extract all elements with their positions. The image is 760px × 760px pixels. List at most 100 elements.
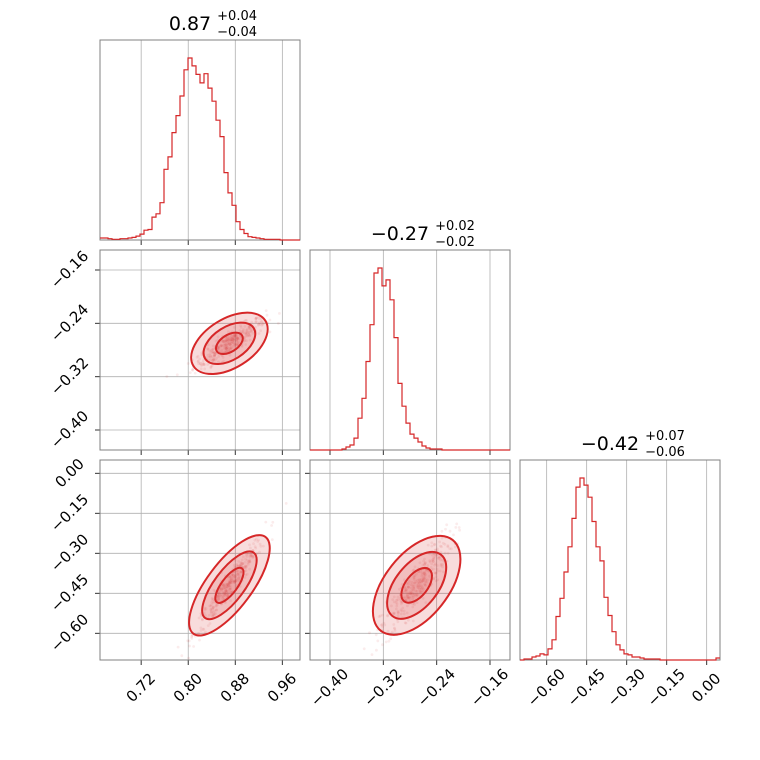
sample-point — [422, 577, 426, 580]
sample-point — [240, 345, 244, 348]
sample-point — [433, 571, 437, 574]
sample-point — [239, 570, 243, 574]
sample-point — [231, 344, 235, 348]
sample-point — [396, 609, 400, 613]
sample-point — [217, 360, 220, 364]
sample-point — [227, 581, 231, 584]
sample-point — [236, 572, 239, 576]
sample-point — [249, 554, 253, 558]
sample-point — [226, 583, 230, 587]
sample-point — [244, 331, 248, 335]
sample-point — [439, 558, 442, 562]
sample-point — [416, 578, 419, 582]
sample-point — [206, 353, 210, 357]
sample-point — [216, 598, 220, 601]
sample-point — [256, 540, 260, 543]
sample-point — [212, 354, 216, 357]
sample-point — [228, 347, 232, 350]
sample-point — [421, 585, 424, 589]
sample-point — [209, 610, 213, 614]
sample-point — [413, 581, 417, 585]
sample-point — [454, 545, 457, 549]
sample-point — [233, 342, 237, 346]
contour-line-2 — [215, 331, 244, 356]
contour-fill-0 — [189, 535, 270, 636]
sample-point — [421, 563, 425, 567]
sample-point — [221, 590, 225, 594]
sample-point — [197, 632, 201, 635]
sample-point — [224, 339, 228, 343]
sample-point — [404, 589, 408, 593]
sample-point — [226, 342, 230, 345]
sample-point — [423, 576, 427, 580]
sample-point — [434, 579, 438, 583]
sample-point — [230, 335, 234, 338]
sample-point — [415, 593, 419, 596]
sample-point — [268, 330, 272, 334]
sample-point — [229, 580, 233, 584]
sample-point — [230, 336, 234, 340]
sample-point — [214, 604, 218, 608]
x-tick-label: −0.60 — [524, 665, 569, 710]
sample-point — [225, 350, 229, 353]
sample-point — [229, 341, 233, 345]
sample-point — [411, 592, 414, 595]
sample-point — [259, 329, 262, 333]
sample-point — [187, 656, 191, 660]
sample-point — [219, 343, 223, 347]
sample-point — [237, 560, 241, 563]
sample-point — [228, 353, 232, 357]
sample-point — [434, 575, 438, 578]
sample-point — [212, 588, 216, 592]
sample-point — [410, 581, 414, 584]
sample-point — [218, 590, 221, 593]
sample-point — [249, 546, 252, 550]
sample-point — [405, 596, 409, 600]
sample-point — [235, 570, 239, 573]
sample-point — [216, 603, 220, 607]
sample-point — [233, 559, 237, 562]
x-tick-label: 0.88 — [217, 669, 253, 705]
sample-point — [403, 578, 406, 582]
sample-point — [240, 329, 244, 333]
sample-point — [436, 547, 439, 551]
x-tick-label: −0.16 — [467, 665, 512, 710]
sample-point — [391, 598, 395, 601]
sample-point — [260, 323, 264, 327]
sample-point — [190, 635, 194, 639]
sample-point — [399, 608, 403, 612]
sample-point — [220, 587, 223, 591]
sample-point — [228, 588, 232, 591]
sample-point — [362, 647, 366, 651]
sample-point — [210, 348, 213, 352]
sample-point — [211, 610, 215, 614]
sample-point — [375, 648, 378, 652]
sample-point — [203, 608, 207, 612]
sample-point — [386, 613, 390, 617]
sample-point — [434, 548, 438, 552]
sample-point — [206, 343, 210, 347]
sample-point — [457, 526, 461, 529]
sample-point — [200, 351, 204, 355]
sample-point — [230, 346, 234, 350]
sample-point — [441, 563, 444, 567]
sample-point — [411, 619, 415, 623]
sample-point — [226, 345, 229, 349]
sample-point — [244, 329, 248, 332]
panel-2-1: −0.40 −0.32 −0.24 −0.16 — [305, 459, 512, 710]
sample-point — [233, 343, 237, 347]
sample-point — [407, 595, 411, 599]
sample-point — [392, 595, 396, 599]
sample-point — [392, 626, 396, 630]
sample-point — [223, 339, 226, 343]
sample-point — [232, 337, 236, 341]
sample-point — [254, 320, 258, 323]
sample-point — [212, 357, 216, 360]
sample-point — [412, 586, 416, 590]
sample-point — [445, 523, 449, 527]
sample-point — [222, 584, 225, 587]
sample-point — [440, 529, 444, 533]
sample-point — [255, 552, 259, 555]
sample-point — [412, 581, 416, 585]
x-tick-label: −0.15 — [644, 665, 689, 710]
